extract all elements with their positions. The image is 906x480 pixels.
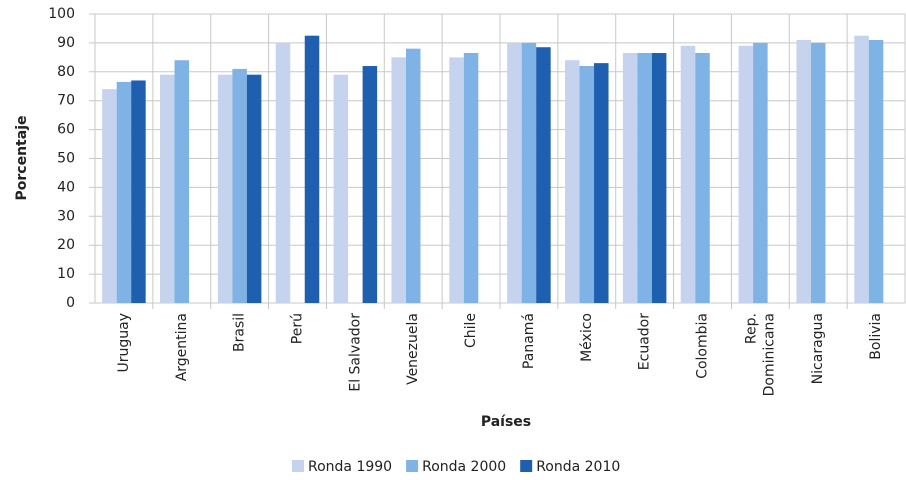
x-tick-label: México [579, 313, 595, 362]
bar [449, 57, 464, 303]
bar [810, 42, 826, 304]
x-tick-label: Panamá [521, 313, 537, 369]
bar [738, 45, 754, 303]
bar [362, 66, 378, 304]
bar [333, 74, 349, 303]
y-tick-label: 100 [48, 6, 75, 22]
bar [116, 81, 132, 303]
legend-label: Ronda 2010 [536, 459, 620, 475]
bar [217, 74, 233, 303]
y-tick-label: 30 [57, 208, 75, 224]
bar [680, 45, 696, 303]
bar [622, 53, 638, 303]
x-tick-label: El Salvador [347, 313, 363, 392]
x-axis-title: Países [481, 414, 531, 430]
bar [565, 60, 580, 303]
y-tick-label: 80 [57, 64, 75, 80]
bar [102, 89, 117, 303]
bar [405, 48, 421, 304]
y-tick-label: 60 [57, 122, 75, 138]
x-tick-label: Uruguay [116, 313, 132, 373]
bar [391, 57, 406, 303]
bar [579, 66, 595, 304]
legend-swatch [292, 460, 304, 472]
bar [854, 35, 869, 304]
y-tick-label: 50 [57, 151, 75, 167]
bar [868, 40, 884, 303]
legend-label: Ronda 1990 [308, 459, 392, 475]
bar [594, 63, 609, 303]
legend-swatch [406, 460, 419, 472]
x-tick-label: Perú [290, 313, 306, 344]
x-tick-label: Brasil [232, 313, 248, 352]
legend-swatch [520, 460, 533, 472]
legend-label: Ronda 2000 [422, 459, 506, 475]
y-tick-label: 10 [57, 266, 75, 282]
bar [304, 35, 320, 304]
y-tick-label: 90 [57, 35, 75, 51]
y-tick-label: 20 [57, 237, 75, 253]
bar [521, 42, 537, 304]
x-tick-label: Chile [463, 313, 479, 348]
bar [232, 68, 247, 303]
bar [651, 53, 667, 303]
y-tick-label: 40 [57, 179, 75, 195]
bar [536, 47, 551, 303]
bar [246, 74, 262, 303]
bar [796, 40, 811, 303]
bar [174, 60, 190, 303]
bar [507, 42, 522, 304]
x-tick-label: Rep. Dominicana [743, 313, 777, 396]
y-tick-label: 70 [57, 93, 75, 109]
x-tick-label: Venezuela [405, 313, 421, 385]
bar [275, 42, 291, 304]
x-tick-label: Argentina [174, 313, 190, 381]
x-tick-label: Bolivia [868, 313, 884, 360]
bar [160, 74, 175, 303]
bar [695, 53, 710, 303]
x-tick-label: Colombia [695, 313, 711, 379]
x-tick-label: Nicaragua [810, 313, 826, 384]
bar [463, 53, 479, 303]
bar [753, 42, 768, 304]
y-axis-title: Porcentaje [14, 116, 30, 201]
bar [637, 53, 652, 303]
bar [131, 80, 146, 303]
x-tick-label: Ecuador [637, 313, 653, 370]
y-tick-label: 0 [66, 295, 75, 311]
